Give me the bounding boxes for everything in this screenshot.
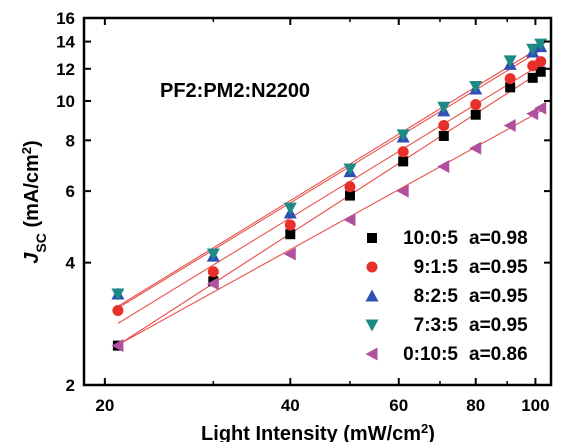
y-tick-label: 6 [66, 182, 75, 201]
x-tick-label: 40 [281, 396, 300, 415]
fit-line-4 [117, 110, 541, 346]
y-tick-label: 14 [56, 33, 75, 52]
data-markers [111, 38, 548, 353]
legend-series-name: 7:3:5 [414, 315, 459, 336]
fit-line-0 [117, 71, 542, 346]
data-point [470, 109, 481, 120]
legend-series-name: 10:0:5 [403, 228, 458, 249]
y-axis-title: JSC (mA/cm2) [19, 140, 50, 263]
legend-marker [365, 289, 379, 302]
legend-a-value: a=0.95 [469, 257, 528, 278]
data-point [505, 82, 516, 93]
data-point [397, 146, 409, 158]
data-point [469, 81, 483, 94]
axis-ticks: 20 40 60 80 100 2 4 6 8 10 12 14 16 [56, 9, 551, 415]
data-point [344, 181, 356, 193]
data-point [535, 66, 546, 77]
legend-marker [365, 319, 379, 332]
data-point [111, 339, 124, 353]
data-point [344, 190, 355, 201]
x-tick-label: 60 [389, 396, 408, 415]
data-point [526, 43, 540, 56]
legend-series-name: 8:2:5 [414, 286, 459, 307]
legend-marker [365, 347, 378, 361]
data-point [207, 266, 219, 278]
legend: 10:0:5 a=0.98 9:1:5 a=0.95 8:2:5 a=0.95 7:3:5 a… [365, 228, 528, 365]
data-point [285, 229, 296, 240]
y-tick-label: 16 [56, 9, 75, 28]
data-point [343, 213, 356, 227]
data-point [437, 159, 450, 173]
data-point [283, 247, 296, 261]
data-point [112, 305, 124, 317]
x-axis-title: Light Intensity (mW/cm2) [201, 421, 435, 442]
fit-line-1 [117, 64, 541, 324]
data-point [438, 130, 449, 141]
y-tick-label: 12 [56, 60, 75, 79]
data-point [283, 202, 297, 215]
y-tick-label: 10 [56, 92, 75, 111]
legend-marker [366, 261, 378, 273]
legend-a-value: a=0.95 [469, 286, 528, 307]
data-point [504, 73, 516, 85]
legend-series-name: 0:10:5 [403, 344, 458, 365]
data-point [206, 248, 220, 261]
x-tick-label: 20 [95, 396, 114, 415]
data-point [503, 55, 517, 68]
data-point [206, 277, 219, 291]
y-tick-label: 8 [66, 131, 75, 150]
data-point [534, 38, 548, 51]
data-point [526, 107, 539, 121]
data-point [343, 163, 357, 176]
data-point [396, 129, 410, 142]
legend-series-name: 9:1:5 [414, 257, 459, 278]
data-point [396, 184, 409, 198]
legend-a-value: a=0.95 [469, 315, 528, 336]
data-point [438, 120, 450, 132]
x-tick-label: 100 [521, 396, 549, 415]
x-tick-label: 80 [466, 396, 485, 415]
y-tick-label: 4 [66, 254, 76, 273]
y-tick-label: 2 [66, 376, 75, 395]
data-point [398, 156, 409, 167]
data-point [503, 119, 516, 133]
fit-line-3 [117, 46, 541, 307]
plot-frame [82, 16, 553, 387]
legend-a-value: a=0.98 [469, 228, 528, 249]
data-point [284, 219, 296, 231]
data-point [437, 101, 451, 114]
fit-lines [117, 46, 542, 346]
data-point [535, 56, 547, 68]
data-point [527, 72, 538, 83]
data-point [534, 101, 547, 115]
data-point [469, 141, 482, 155]
data-point [111, 288, 125, 301]
legend-marker [367, 233, 377, 243]
annotation-text: PF2:PM2:N2200 [160, 80, 310, 102]
legend-a-value: a=0.86 [469, 344, 528, 365]
data-point [470, 99, 482, 111]
